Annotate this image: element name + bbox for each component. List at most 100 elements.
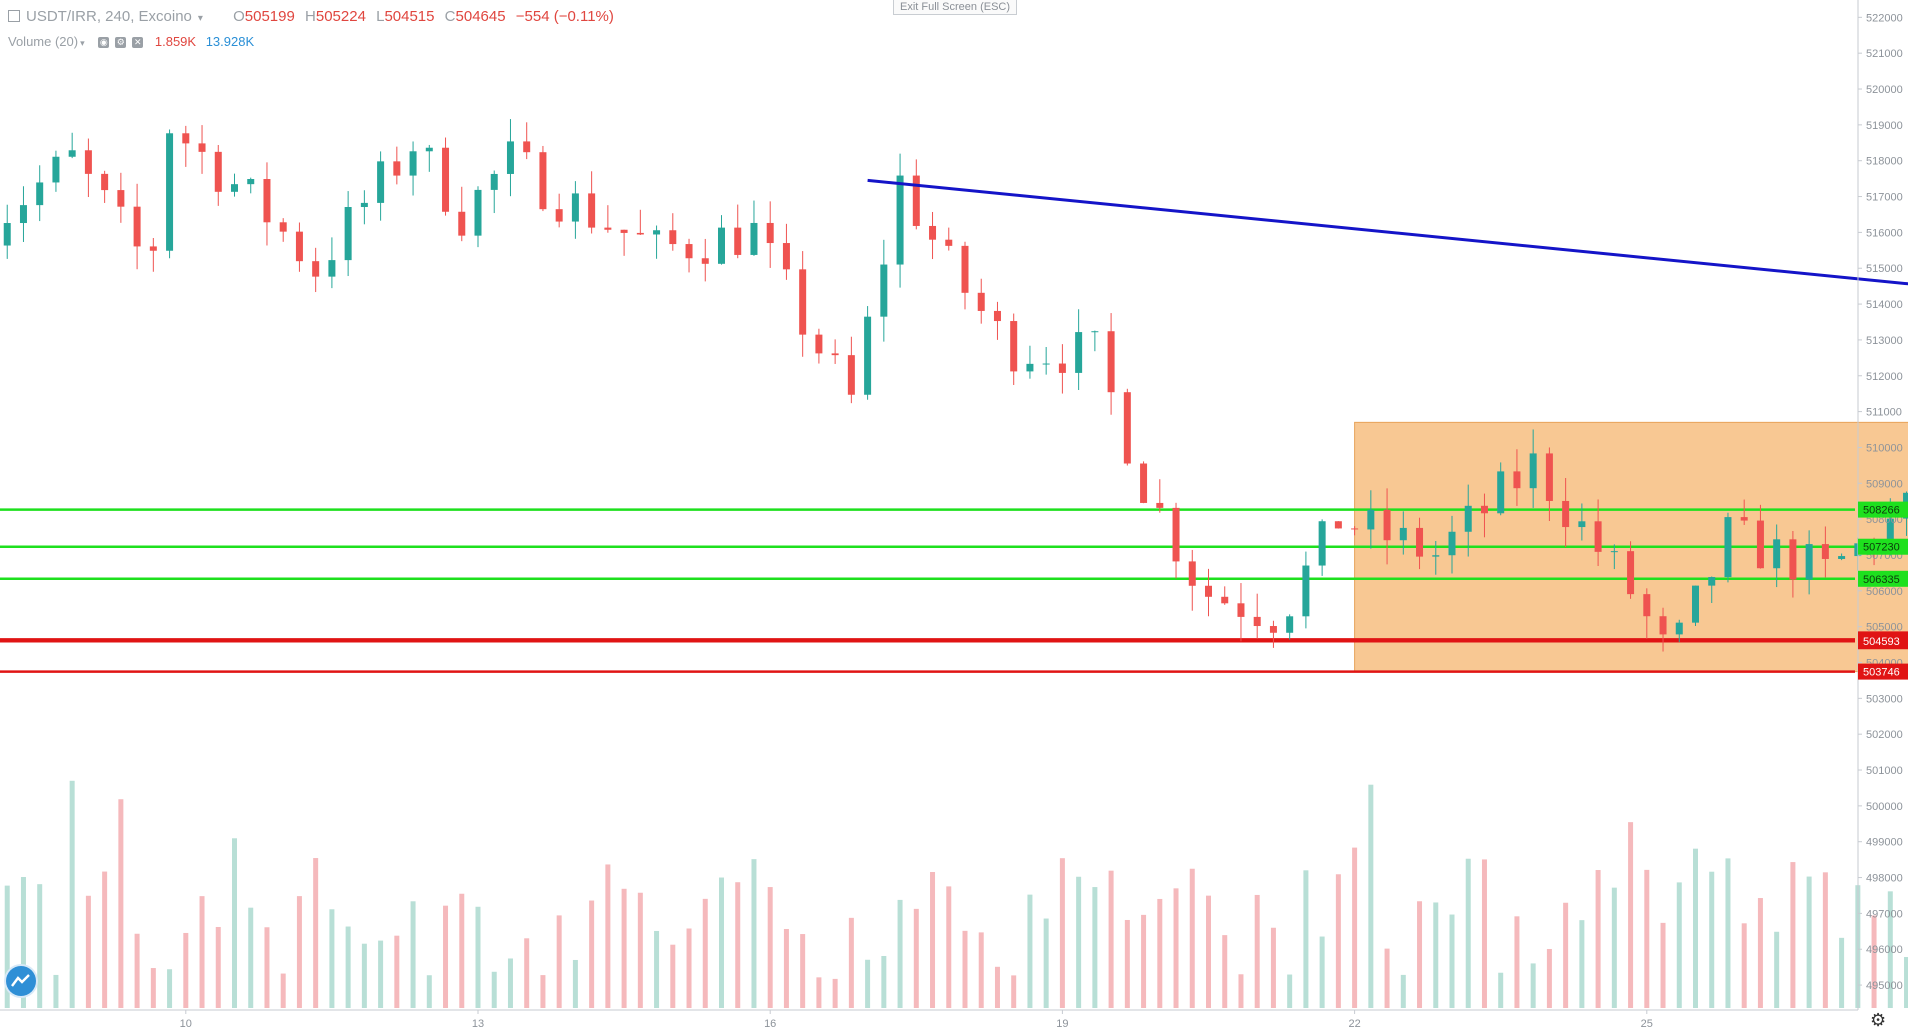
- volume-bar: [1368, 784, 1374, 1008]
- volume-bar: [572, 959, 578, 1008]
- chevron-down-icon[interactable]: ▾: [80, 38, 85, 48]
- logo-icon[interactable]: [6, 966, 36, 996]
- volume-bar: [361, 943, 367, 1008]
- candle: [1432, 555, 1440, 557]
- close-label: C: [444, 8, 456, 25]
- eye-icon[interactable]: ◉: [98, 37, 110, 49]
- volume-bar: [719, 877, 724, 1008]
- time-tick-label: 16: [764, 1018, 776, 1030]
- volume-bar: [1579, 920, 1585, 1008]
- price-level-tag[interactable]: [1858, 633, 1908, 650]
- volume-value-2: 13.928K: [205, 34, 255, 49]
- volume-bar: [1270, 927, 1276, 1008]
- volume-bar: [1173, 888, 1179, 1008]
- candle: [1010, 321, 1018, 372]
- candle: [1821, 544, 1829, 559]
- candle: [701, 258, 709, 264]
- candle: [896, 175, 904, 265]
- volume-bar: [378, 940, 384, 1008]
- price-level-tag[interactable]: [1858, 538, 1908, 555]
- volume-bar: [1141, 914, 1147, 1008]
- volume-bar: [345, 926, 351, 1008]
- candle: [1221, 596, 1229, 604]
- volume-bars: [4, 780, 1908, 1008]
- close-icon[interactable]: ✕: [132, 37, 144, 49]
- settings-icon[interactable]: ⚙: [115, 37, 127, 49]
- volume-bar: [735, 882, 741, 1008]
- price-tick-label: 512000: [1866, 371, 1903, 383]
- volume-bar: [1076, 876, 1082, 1008]
- volume-bar: [1725, 858, 1731, 1008]
- price-tick-label: 516000: [1866, 227, 1903, 239]
- volume-title[interactable]: Volume (20): [8, 34, 79, 49]
- candle: [718, 227, 725, 264]
- price-level-tag[interactable]: [1858, 570, 1908, 587]
- volume-bar: [1352, 847, 1358, 1008]
- candle: [993, 310, 1001, 322]
- volume-bar: [686, 928, 692, 1008]
- volume-bar: [962, 930, 968, 1008]
- candle: [68, 150, 76, 157]
- candle: [198, 143, 206, 152]
- candle: [1627, 551, 1635, 595]
- candle: [669, 230, 677, 245]
- volume-bar: [978, 932, 984, 1008]
- volume-bar: [1904, 957, 1908, 1008]
- candle: [1448, 531, 1456, 556]
- price-tick-label: 497000: [1866, 908, 1903, 920]
- volume-bar: [1417, 901, 1423, 1008]
- candle: [571, 193, 579, 222]
- collapse-square-icon[interactable]: [8, 10, 20, 23]
- volume-bar: [69, 780, 75, 1008]
- candle: [247, 179, 255, 185]
- candle: [1140, 463, 1148, 503]
- trend-lines[interactable]: [867, 178, 1908, 730]
- volume-bar: [475, 906, 481, 1008]
- candle: [1692, 585, 1699, 623]
- price-level-tag[interactable]: [1858, 501, 1908, 518]
- candle: [442, 147, 450, 212]
- high-value: 505224: [315, 8, 366, 25]
- price-level-tag[interactable]: [1858, 663, 1908, 680]
- candle: [750, 222, 758, 255]
- chevron-down-icon[interactable]: ▾: [197, 13, 203, 24]
- candle: [1205, 585, 1212, 597]
- volume-bar: [1676, 882, 1682, 1008]
- candle: [1383, 509, 1391, 541]
- price-tick-label: 505000: [1866, 622, 1903, 634]
- candle: [815, 334, 823, 354]
- trend-line-upper[interactable]: [867, 178, 1908, 580]
- symbol-title[interactable]: USDT/IRR, 240, Excoino: [26, 8, 192, 25]
- volume-bar: [1514, 916, 1520, 1008]
- candle: [1562, 500, 1570, 528]
- price-levels: [0, 508, 1855, 673]
- price-level-tag-label: 508266: [1863, 505, 1900, 517]
- volume-bar: [1287, 974, 1293, 1008]
- candle: [295, 231, 303, 262]
- gear-icon[interactable]: ⚙: [1870, 1010, 1887, 1030]
- volume-bar: [1481, 859, 1487, 1008]
- open-label: O: [233, 8, 245, 25]
- volume-bar: [994, 966, 1000, 1008]
- candle: [1156, 502, 1164, 508]
- candle: [101, 173, 109, 191]
- candle: [1513, 471, 1521, 489]
- volume-bar: [930, 871, 936, 1008]
- volume-bar: [913, 908, 919, 1008]
- exit-fullscreen-button[interactable]: Exit Full Screen (ESC): [893, 0, 1018, 15]
- volume-bar: [264, 927, 270, 1008]
- candle: [1416, 527, 1424, 557]
- volume-bar: [1709, 871, 1715, 1008]
- volume-bar: [199, 896, 205, 1008]
- price-tick-label: 498000: [1866, 873, 1903, 885]
- volume-bar: [134, 933, 140, 1008]
- candle: [36, 182, 44, 206]
- high-label: H: [305, 8, 316, 25]
- candle: [1480, 505, 1488, 514]
- price-tick-label: 521000: [1866, 48, 1903, 60]
- candle: [1610, 551, 1618, 553]
- candle: [1253, 616, 1261, 627]
- candle: [117, 190, 125, 207]
- candle: [1805, 544, 1813, 580]
